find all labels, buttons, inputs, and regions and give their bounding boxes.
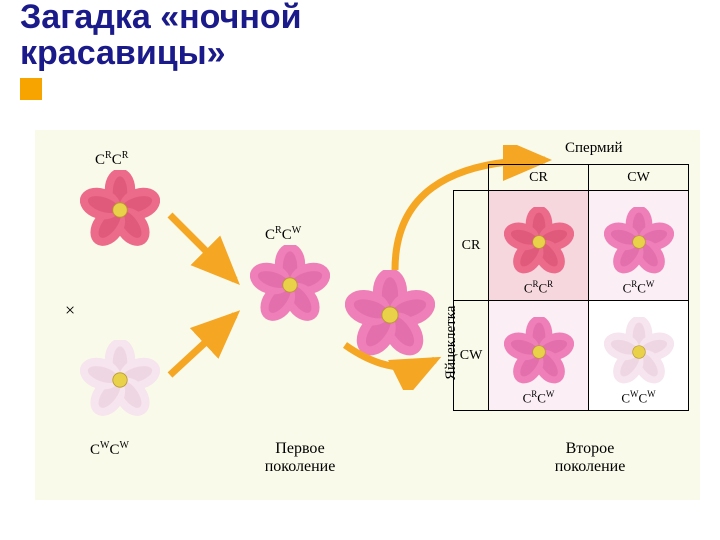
label-first-generation: Первоепоколение xyxy=(235,440,365,476)
title-line1: Загадка «ночной xyxy=(20,0,302,36)
punnett-col-R: CR xyxy=(489,165,589,191)
punnett-cell-RW: CRCW xyxy=(589,191,689,301)
genotype-f1: CRCW xyxy=(265,225,301,244)
title-line2: красавицы» xyxy=(20,36,302,72)
arrow-white-to-f1 xyxy=(165,305,245,385)
label-second-generation: Второепоколение xyxy=(525,440,655,476)
page-title: Загадка «ночной красавицы» xyxy=(20,0,302,71)
arrow-f1-to-egg xyxy=(335,340,445,390)
cross-symbol: × xyxy=(65,300,75,321)
punnett-row-W: CW xyxy=(454,301,489,411)
genotype-parent-red: CRCR xyxy=(95,150,128,169)
punnett-square: CR CW CR CRCR xyxy=(453,164,689,411)
flower-parent-red xyxy=(80,170,160,250)
punnett-col-W: CW xyxy=(589,165,689,191)
label-sperm: Спермий xyxy=(565,140,623,157)
flower-f1-a xyxy=(250,245,330,325)
punnett-cell-RR: CRCR xyxy=(489,191,589,301)
flower-parent-white xyxy=(80,340,160,420)
title-accent-square xyxy=(20,78,42,100)
arrow-red-to-f1 xyxy=(165,210,245,300)
punnett-cell-WR: CRCW xyxy=(489,301,589,411)
genotype-parent-white: CWCW xyxy=(90,440,129,459)
punnett-cell-WW: CWCW xyxy=(589,301,689,411)
punnett-row-R: CR xyxy=(454,191,489,301)
genetics-diagram: CRCR × xyxy=(35,130,700,500)
